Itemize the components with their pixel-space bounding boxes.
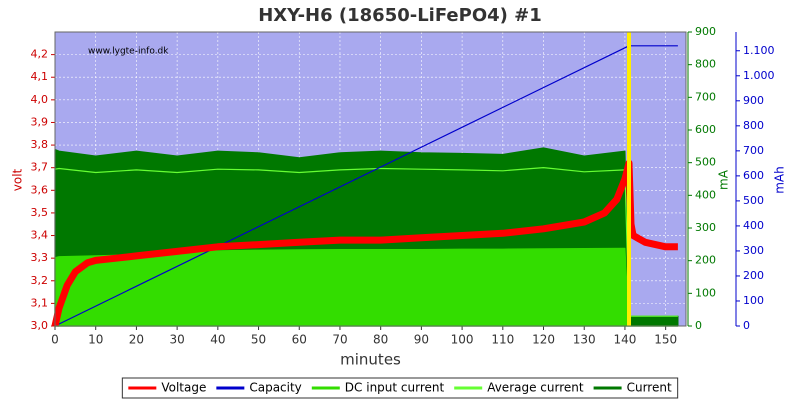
- y-tick-label: 3,5: [31, 206, 49, 219]
- y3-tick-label: 100: [743, 294, 764, 307]
- y-tick-label: 3,2: [31, 274, 49, 287]
- x-tick-label: 60: [292, 333, 307, 347]
- x-tick-label: 90: [414, 333, 429, 347]
- legend-label: Voltage: [161, 381, 206, 395]
- y2-tick-label: 800: [695, 58, 716, 71]
- y-axis-label: volt: [11, 168, 25, 191]
- x-tick-label: 110: [491, 333, 514, 347]
- y2-tick-label: 400: [695, 188, 716, 201]
- x-tick-label: 30: [169, 333, 184, 347]
- legend-item: Average current: [454, 381, 584, 395]
- y-tick-label: 3,9: [31, 115, 49, 128]
- legend-item: Capacity: [216, 381, 302, 395]
- x-tick-label: 100: [451, 333, 474, 347]
- y3-tick-label: 400: [743, 219, 764, 232]
- y-tick-label: 4,2: [31, 48, 49, 61]
- legend-frame: [121, 377, 679, 399]
- y-tick-label: 3,1: [31, 296, 49, 309]
- x-tick-label: 10: [88, 333, 103, 347]
- y3-tick-label: 800: [743, 119, 764, 132]
- y-tick-label: 4,1: [31, 70, 49, 83]
- y2-tick-label: 700: [695, 90, 716, 103]
- legend-item: DC input current: [311, 381, 445, 395]
- x-tick-label: 120: [532, 333, 555, 347]
- y-tick-label: 3,7: [31, 161, 49, 174]
- y3-tick-label: 0: [743, 319, 750, 332]
- series-area: [54, 247, 679, 327]
- y-tick-label: 3,4: [31, 229, 49, 242]
- y-tick-label: 3,6: [31, 183, 49, 196]
- x-tick-label: 140: [613, 333, 636, 347]
- x-tick-label: 70: [332, 333, 347, 347]
- chart-title: HXY-H6 (18650-LiFePO4) #1: [258, 5, 542, 26]
- x-tick-label: 50: [251, 333, 266, 347]
- y2-tick-label: 200: [695, 254, 716, 267]
- legend: Voltage Capacity DC input current Average c…: [121, 377, 679, 399]
- legend-label: Average current: [487, 381, 584, 395]
- x-tick-label: 40: [210, 333, 225, 347]
- plot-frame: [54, 31, 687, 327]
- x-axis-label: minutes: [340, 351, 401, 369]
- y3-tick-label: 200: [743, 269, 764, 282]
- x-tick-label: 150: [654, 333, 677, 347]
- y2-tick-label: 100: [695, 286, 716, 299]
- y3-tick-label: 300: [743, 244, 764, 257]
- y3-tick-label: 700: [743, 144, 764, 157]
- legend-item: Voltage: [128, 381, 206, 395]
- y-tick-label: 3,0: [31, 319, 49, 332]
- legend-label: Current: [627, 381, 672, 395]
- y3-tick-label: 1.100: [743, 44, 775, 57]
- legend-label: Capacity: [249, 381, 301, 395]
- y-tick-label: 3,3: [31, 251, 49, 264]
- legend-label: DC input current: [345, 381, 445, 395]
- y2-tick-label: 300: [695, 221, 716, 234]
- y2-tick-label: 500: [695, 156, 716, 169]
- legend-item: Current: [593, 381, 672, 395]
- y2-tick-label: 600: [695, 123, 716, 136]
- x-tick-label: 20: [129, 333, 144, 347]
- y2-axis-label: mA: [717, 169, 731, 190]
- y3-tick-label: 900: [743, 94, 764, 107]
- y-tick-label: 3,8: [31, 138, 49, 151]
- x-tick-label: 0: [51, 333, 59, 347]
- y-tick-label: 4,0: [31, 93, 49, 106]
- y3-tick-label: 1.000: [743, 69, 775, 82]
- annotation: www.lygte-info.dk: [88, 47, 169, 57]
- y3-tick-label: 500: [743, 194, 764, 207]
- y3-tick-label: 600: [743, 169, 764, 182]
- x-tick-label: 130: [573, 333, 596, 347]
- x-tick-label: 80: [373, 333, 388, 347]
- y2-tick-label: 0: [695, 319, 702, 332]
- y3-axis-label: mAh: [773, 166, 787, 194]
- y2-tick-label: 900: [695, 25, 716, 38]
